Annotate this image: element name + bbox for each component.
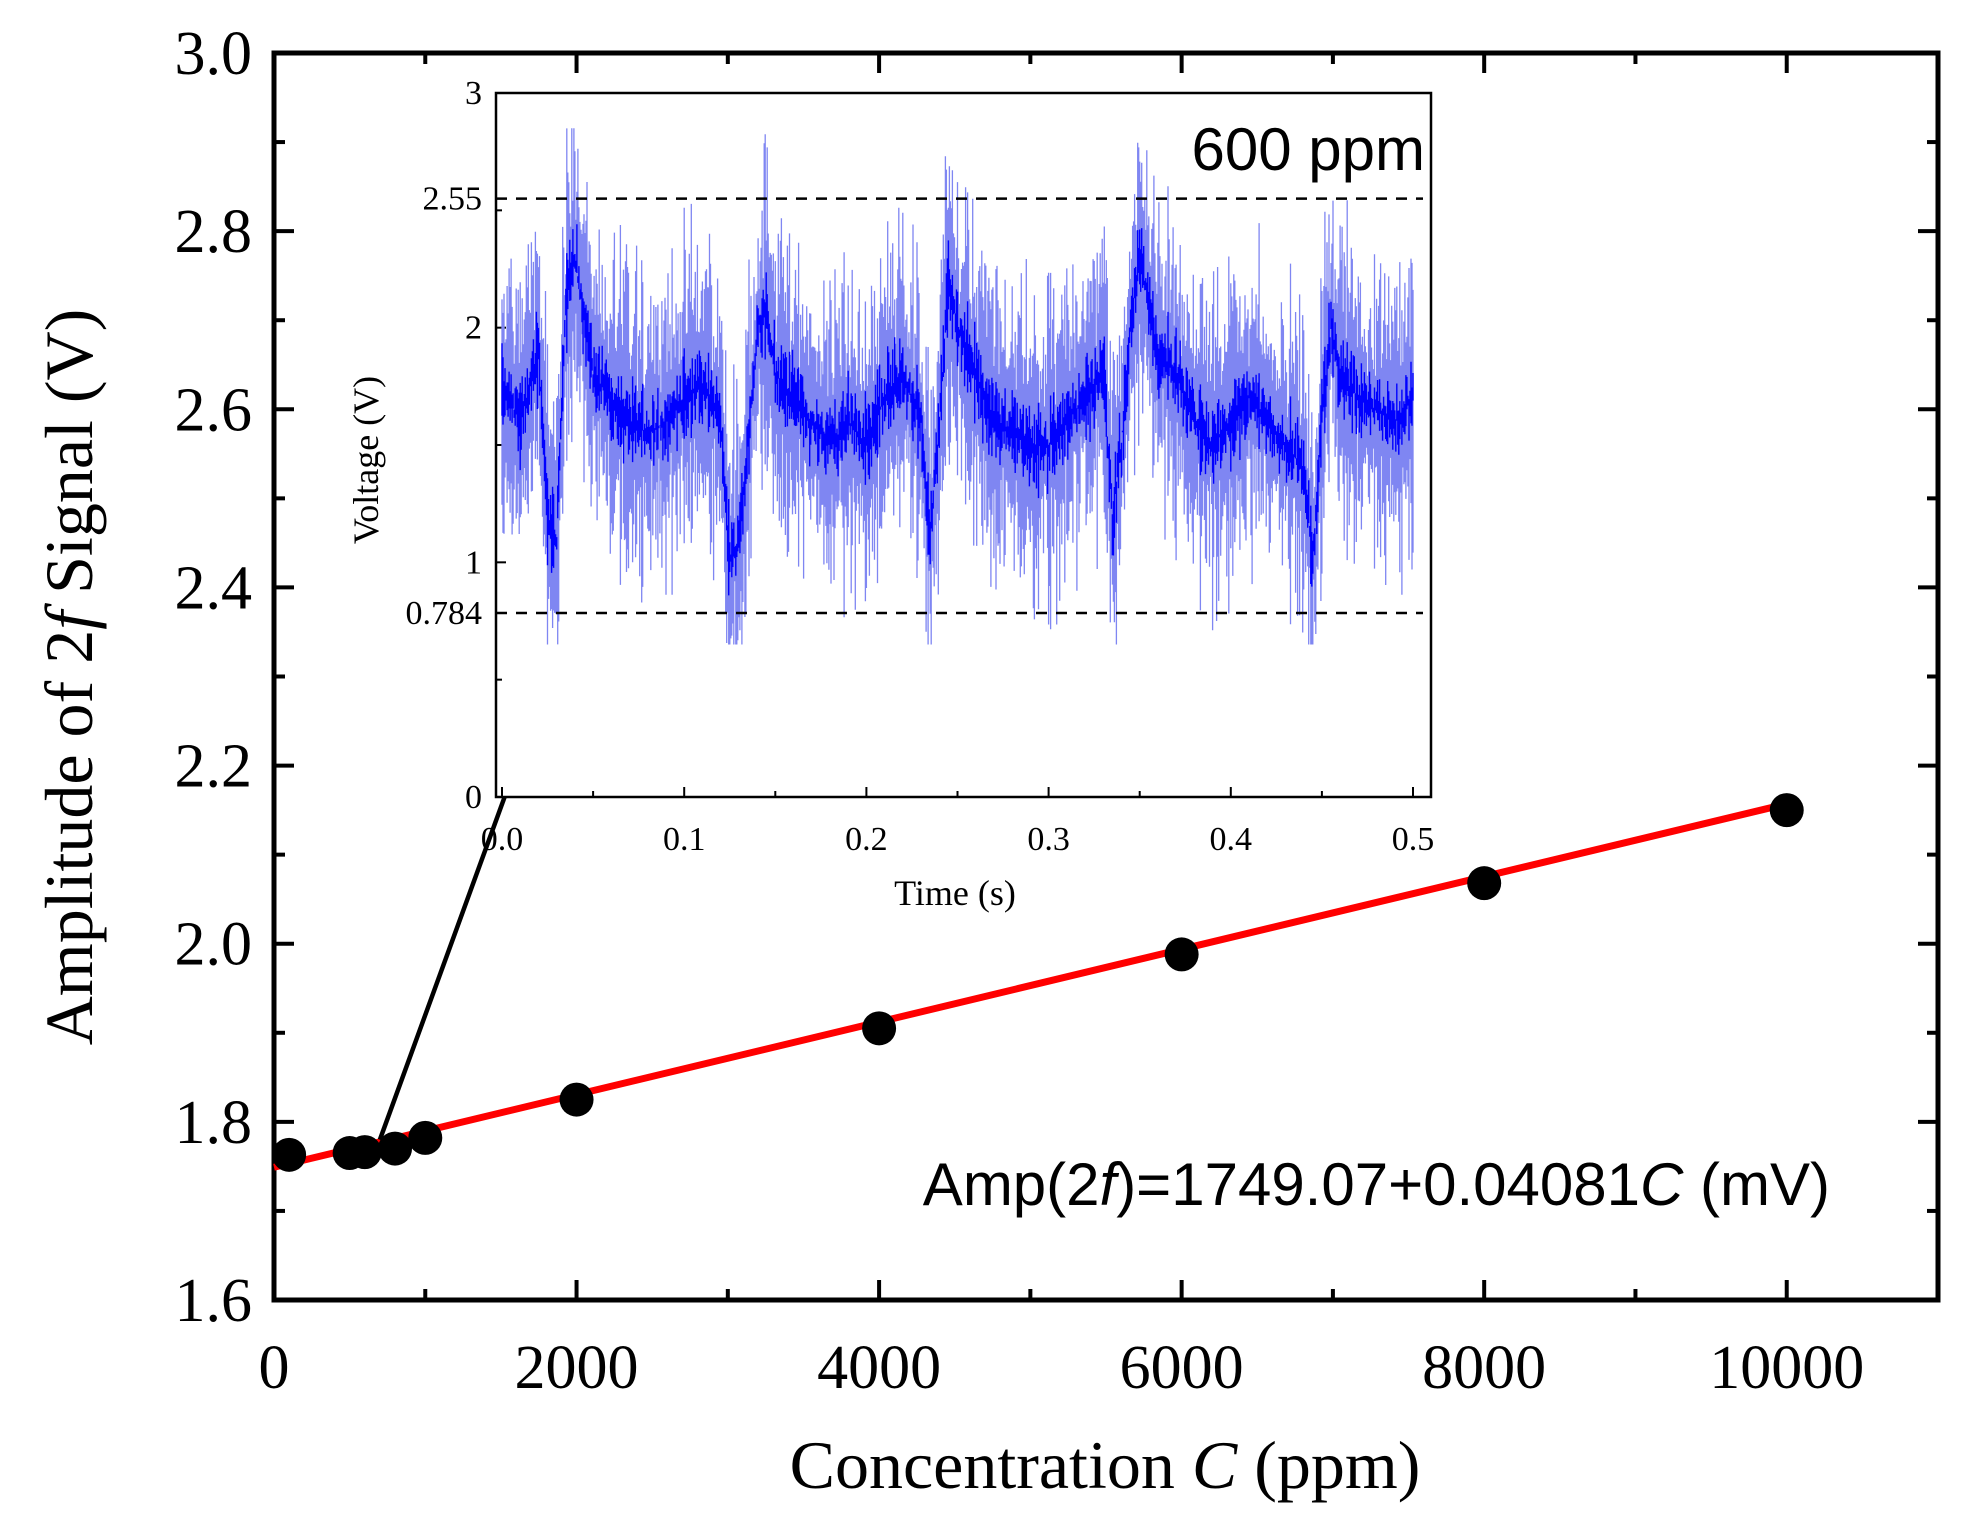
y-tick-label: 1.6 bbox=[175, 1267, 253, 1335]
inset-x-tick-label: 0.3 bbox=[1027, 821, 1070, 858]
main-y-tick-labels: 1.6 1.8 2.0 2.2 2.4 2.6 2.8 3.0 bbox=[175, 20, 253, 1335]
data-point bbox=[862, 1011, 897, 1046]
data-point bbox=[272, 1137, 307, 1172]
inset-reference-lines bbox=[496, 197, 1423, 615]
data-point bbox=[1164, 937, 1199, 972]
main-x-tick-labels: 0 2000 4000 6000 8000 10000 bbox=[259, 1334, 1865, 1402]
y-tick-label: 2.8 bbox=[175, 198, 253, 266]
inset-x-tick-label: 0.1 bbox=[663, 821, 706, 858]
x-tick-label: 2000 bbox=[515, 1334, 639, 1402]
x-tick-label: 10000 bbox=[1709, 1334, 1864, 1402]
inset-y-axis-title: Voltage (V) bbox=[346, 376, 386, 544]
data-point bbox=[1467, 866, 1502, 901]
y-tick-label: 1.8 bbox=[175, 1089, 253, 1157]
main-data-points bbox=[272, 793, 1804, 1172]
inset-ticks bbox=[496, 92, 1414, 798]
inset-y-tick-label: 3 bbox=[465, 75, 482, 112]
inset-y-tick-labels: 0 0.784 1 2 2.55 3 bbox=[406, 75, 483, 816]
fit-equation: Amp(2f)=1749.07+0.04081C (mV) bbox=[923, 1151, 1830, 1218]
inset-x-axis-title: Time (s) bbox=[894, 873, 1016, 913]
inset-y-tick-label: 1 bbox=[465, 544, 482, 581]
inset-y-tick-label: 2 bbox=[465, 310, 482, 347]
y-tick-label: 2.2 bbox=[175, 733, 253, 801]
y-axis-title: Amplitude of 2f Signal (V) bbox=[31, 309, 107, 1046]
data-point bbox=[347, 1135, 382, 1170]
data-point bbox=[1769, 793, 1804, 828]
inset-title: 600 ppm bbox=[1192, 116, 1426, 183]
inset-x-tick-label: 0.2 bbox=[845, 821, 888, 858]
data-point bbox=[408, 1120, 443, 1155]
inset-signal-trace bbox=[501, 128, 1414, 645]
x-axis-title: Concentration C (ppm) bbox=[790, 1427, 1421, 1503]
inset-x-tick-label: 0.5 bbox=[1392, 821, 1435, 858]
y-tick-label: 3.0 bbox=[175, 20, 253, 88]
y-tick-label: 2.6 bbox=[175, 376, 253, 444]
x-tick-label: 8000 bbox=[1422, 1334, 1546, 1402]
x-tick-label: 0 bbox=[259, 1334, 290, 1402]
signal-core bbox=[501, 224, 1414, 596]
inset-y-tick-label: 0.784 bbox=[406, 595, 483, 632]
inset-x-tick-label: 0.4 bbox=[1210, 821, 1253, 858]
inset-y-tick-label: 0 bbox=[465, 779, 482, 816]
x-tick-label: 4000 bbox=[817, 1334, 941, 1402]
data-point bbox=[559, 1082, 594, 1117]
x-tick-label: 6000 bbox=[1120, 1334, 1244, 1402]
data-point bbox=[378, 1131, 413, 1166]
inset-x-tick-labels: 0.0 0.1 0.2 0.3 0.4 0.5 bbox=[481, 821, 1435, 858]
y-tick-label: 2.0 bbox=[175, 911, 253, 979]
main-ticks bbox=[272, 51, 1940, 1302]
inset-y-tick-label: 2.55 bbox=[423, 181, 483, 218]
fit-line bbox=[273, 800, 1788, 1171]
inset-x-tick-label: 0.0 bbox=[481, 821, 524, 858]
y-tick-label: 2.4 bbox=[175, 554, 253, 622]
